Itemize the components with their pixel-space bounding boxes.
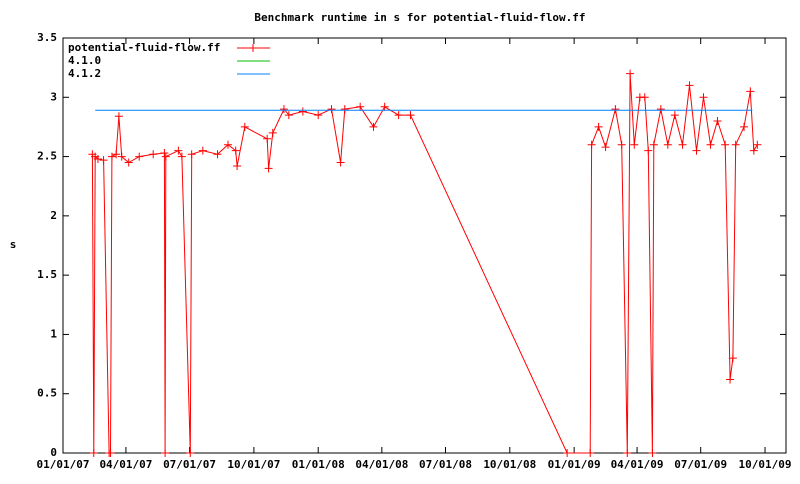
x-tick-label: 07/01/07 [163,458,216,471]
y-tick-label: 3.5 [37,31,57,44]
marker [114,112,123,121]
marker [124,158,133,167]
x-tick-label: 01/01/09 [548,458,601,471]
marker [161,152,170,161]
x-tick-label: 04/01/08 [355,458,408,471]
marker [746,87,755,96]
x-tick-label: 07/01/09 [674,458,727,471]
plot-frame [62,37,787,454]
marker [611,105,620,114]
marker [174,146,183,155]
marker [728,354,737,363]
marker [89,449,98,457]
marker [264,164,273,173]
y-axis-label: s [10,238,17,251]
marker [721,140,730,149]
chart-title: Benchmark runtime in s for potential-flu… [254,11,585,24]
marker [284,111,293,120]
marker [249,44,257,52]
x-tick-label: 01/01/07 [37,458,90,471]
marker [678,140,687,149]
x-tick-label: 10/01/08 [483,458,536,471]
marker [240,122,249,131]
marker [586,449,595,457]
marker [268,128,277,137]
marker [649,140,658,149]
marker [380,102,389,111]
marker [656,105,665,114]
marker [213,150,222,159]
legend-label: potential-fluid-flow.ff [68,41,220,54]
marker [231,146,240,155]
marker [177,152,186,161]
x-tick-label: 01/01/08 [292,458,345,471]
marker [617,140,626,149]
marker [699,93,708,102]
marker [563,449,572,457]
marker [648,449,657,457]
y-tick-label: 3 [50,90,57,103]
y-tick-label: 1 [50,327,57,340]
x-tick-label: 04/01/09 [611,458,664,471]
marker [640,93,649,102]
y-tick-label: 2.5 [37,150,57,163]
y-tick-label: 1.5 [37,268,57,281]
marker [394,111,403,120]
marker [279,105,288,114]
legend-label: 4.1.2 [68,67,101,80]
x-tick-label: 04/01/07 [99,458,152,471]
marker [161,449,170,457]
marker [692,146,701,155]
marker [187,150,196,159]
marker [356,102,365,111]
marker [663,140,672,149]
marker [587,140,596,149]
marker [594,122,603,131]
marker [740,122,749,131]
y-tick-label: 0.5 [37,387,57,400]
marker [186,449,195,457]
marker [149,150,158,159]
marker [601,143,610,152]
marker [726,375,735,384]
marker [99,156,108,165]
marker [685,81,694,90]
marker [117,152,126,161]
marker [160,149,169,158]
marker [112,150,121,159]
marker [298,107,307,116]
marker [630,140,639,149]
marker [644,146,653,155]
marker [623,449,632,457]
marker [340,105,349,114]
marker [263,134,272,143]
marker [198,146,207,155]
marker [626,69,635,78]
y-tick-label: 2 [50,209,57,222]
x-tick-label: 10/01/07 [227,458,280,471]
marker [406,111,415,120]
marker [749,146,758,155]
marker [336,158,345,167]
marker [369,122,378,131]
marker [314,111,323,120]
marker [107,152,116,161]
x-tick-label: 07/01/08 [419,458,472,471]
marker [753,140,762,149]
marker [731,140,740,149]
marker [135,152,144,161]
legend-label: 4.1.0 [68,54,101,67]
y-tick-label: 0 [50,446,57,459]
x-tick-label: 10/01/09 [739,458,792,471]
marker [670,111,679,120]
marker [713,117,722,125]
marker [327,105,336,114]
marker [233,162,242,171]
marker [106,449,115,457]
marker [93,154,102,163]
marker [224,140,233,149]
marker [706,140,715,149]
series-line [91,73,758,454]
